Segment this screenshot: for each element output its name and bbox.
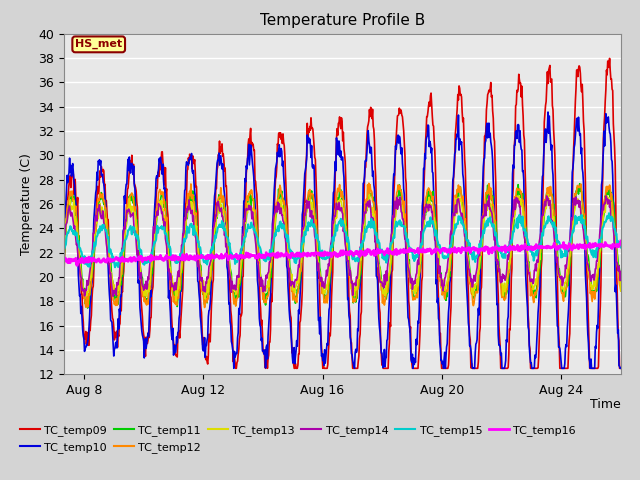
TC_temp16 [168, 255, 176, 261]
TC_temp10 [60, 228, 68, 234]
TC_temp13 [433, 255, 441, 261]
TC_temp12 [187, 181, 195, 187]
TC_temp16 [73, 263, 81, 268]
TC_temp09 [606, 56, 614, 61]
TC_temp09 [60, 271, 68, 276]
TC_temp15 [617, 244, 625, 250]
Line: TC_temp16: TC_temp16 [64, 241, 621, 265]
TC_temp09 [168, 314, 175, 320]
TC_temp16 [266, 253, 274, 259]
TC_temp14 [188, 210, 195, 216]
TC_temp10 [168, 333, 175, 339]
TC_temp15 [60, 246, 68, 252]
TC_temp11 [433, 224, 440, 230]
TC_temp13 [266, 268, 274, 274]
TC_temp15 [433, 231, 440, 237]
TC_temp11 [576, 181, 584, 187]
TC_temp13 [617, 288, 625, 294]
TC_temp13 [168, 273, 175, 279]
TC_temp11 [552, 228, 560, 234]
Line: TC_temp09: TC_temp09 [64, 59, 621, 368]
Line: TC_temp14: TC_temp14 [64, 196, 621, 296]
TC_temp12 [365, 180, 372, 186]
TC_temp12 [617, 288, 625, 294]
TC_temp14 [553, 260, 561, 265]
TC_temp14 [617, 269, 625, 275]
TC_temp15 [552, 235, 560, 241]
TC_temp14 [266, 259, 274, 265]
TC_temp15 [135, 239, 143, 245]
TC_temp09 [433, 212, 440, 217]
Title: Temperature Profile B: Temperature Profile B [260, 13, 425, 28]
TC_temp09 [617, 365, 625, 371]
Line: TC_temp11: TC_temp11 [64, 184, 621, 308]
TC_temp13 [134, 241, 142, 247]
TC_temp09 [232, 365, 239, 371]
TC_temp14 [60, 227, 68, 232]
TC_temp11 [266, 278, 274, 284]
TC_temp09 [187, 156, 195, 162]
TC_temp12 [201, 305, 209, 311]
TC_temp14 [543, 193, 550, 199]
Line: TC_temp15: TC_temp15 [64, 213, 621, 267]
TC_temp16 [188, 254, 195, 260]
TC_temp16 [60, 258, 68, 264]
TC_temp10 [433, 277, 440, 283]
Text: Time: Time [590, 398, 621, 411]
TC_temp13 [188, 209, 195, 215]
TC_temp15 [111, 264, 119, 270]
TC_temp10 [617, 365, 625, 371]
TC_temp14 [168, 281, 176, 287]
TC_temp11 [60, 257, 68, 263]
TC_temp13 [172, 298, 180, 304]
TC_temp14 [433, 252, 440, 258]
TC_temp13 [365, 192, 373, 197]
TC_temp12 [134, 242, 142, 248]
TC_temp11 [617, 281, 625, 287]
TC_temp10 [230, 365, 237, 371]
TC_temp10 [187, 156, 195, 161]
TC_temp09 [552, 212, 560, 218]
TC_temp15 [168, 253, 176, 259]
TC_temp16 [617, 238, 625, 244]
TC_temp13 [553, 251, 561, 257]
TC_temp09 [134, 231, 142, 237]
TC_temp14 [109, 293, 117, 299]
TC_temp10 [544, 109, 552, 115]
TC_temp11 [135, 237, 143, 243]
TC_temp15 [266, 247, 274, 253]
Line: TC_temp10: TC_temp10 [64, 112, 621, 368]
TC_temp16 [433, 247, 440, 252]
Line: TC_temp12: TC_temp12 [64, 183, 621, 308]
TC_temp15 [605, 210, 613, 216]
TC_temp12 [266, 270, 274, 276]
TC_temp12 [60, 253, 68, 259]
TC_temp09 [266, 339, 274, 345]
TC_temp11 [84, 305, 92, 311]
Legend: TC_temp09, TC_temp10, TC_temp11, TC_temp12, TC_temp13, TC_temp14, TC_temp15, TC_: TC_temp09, TC_temp10, TC_temp11, TC_temp… [15, 421, 580, 457]
TC_temp14 [135, 256, 143, 262]
TC_temp16 [552, 247, 560, 252]
TC_temp10 [553, 305, 561, 311]
TC_temp13 [60, 248, 68, 254]
Line: TC_temp13: TC_temp13 [64, 194, 621, 301]
TC_temp11 [168, 281, 176, 287]
TC_temp15 [188, 221, 195, 227]
TC_temp12 [168, 283, 175, 289]
TC_temp12 [433, 256, 441, 262]
TC_temp12 [553, 252, 561, 258]
TC_temp16 [135, 254, 143, 260]
Text: HS_met: HS_met [75, 39, 122, 49]
TC_temp10 [134, 280, 142, 286]
TC_temp11 [188, 194, 195, 200]
TC_temp10 [266, 298, 274, 304]
Y-axis label: Temperature (C): Temperature (C) [20, 153, 33, 255]
